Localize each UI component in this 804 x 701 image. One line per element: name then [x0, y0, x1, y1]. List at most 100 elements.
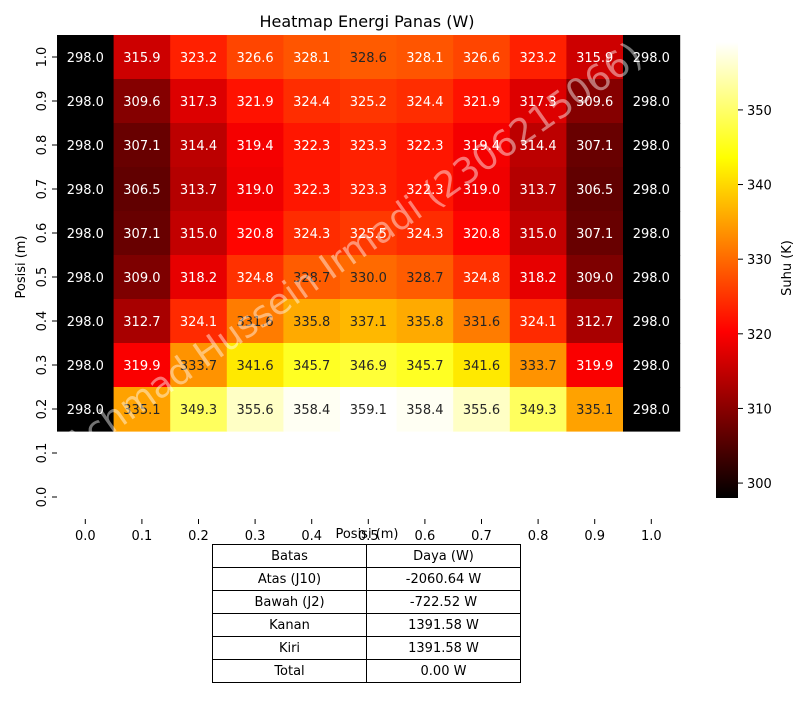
- table-header-cell: Daya (W): [366, 544, 521, 568]
- heatmap-cell: [57, 211, 115, 256]
- heatmap-cell: [283, 35, 341, 80]
- cell-value: 324.4: [406, 95, 443, 110]
- heatmap-cell: [623, 211, 681, 256]
- heatmap-cell: [453, 35, 511, 80]
- heatmap-cell: [453, 211, 511, 256]
- heatmap-cell: [113, 167, 171, 212]
- heatmap-cell: [623, 167, 681, 212]
- y-tick-label: 0.6: [35, 223, 50, 244]
- heatmap-cell: [396, 123, 454, 168]
- cell-value: 322.3: [406, 183, 443, 198]
- x-tick-label: 0.7: [471, 529, 492, 544]
- cell-value: 314.4: [519, 139, 556, 154]
- heatmap-cell: [57, 387, 115, 432]
- table-header-cell: Batas: [212, 544, 367, 568]
- cell-value: 324.8: [463, 271, 500, 286]
- cell-value: 349.3: [180, 403, 217, 418]
- heatmap-cell: [283, 343, 341, 388]
- heatmap-cell: [226, 299, 284, 344]
- cell-value: 315.9: [123, 51, 160, 66]
- x-tick-label: 0.6: [415, 529, 436, 544]
- cell-value: 307.1: [576, 139, 613, 154]
- heatmap-cell: [566, 123, 624, 168]
- heatmap-cell: [509, 123, 567, 168]
- cell-value: 298.0: [633, 139, 670, 154]
- heatmap-cell: [509, 167, 567, 212]
- cell-value: 341.6: [463, 359, 500, 374]
- cell-value: 317.3: [519, 95, 556, 110]
- cell-value: 319.4: [236, 139, 273, 154]
- cell-value: 309.0: [576, 271, 613, 286]
- heatmap-cell: [340, 299, 398, 344]
- colorbar-tick-label: 300: [747, 477, 772, 492]
- cell-value: 314.4: [180, 139, 217, 154]
- cell-value: 322.3: [293, 139, 330, 154]
- cell-value: 335.8: [406, 315, 443, 330]
- cell-value: 298.0: [67, 227, 104, 242]
- heatmap-cell: [170, 35, 228, 80]
- cell-value: 345.7: [293, 359, 330, 374]
- cell-value: 319.9: [576, 359, 613, 374]
- table-cell: Kiri: [212, 636, 367, 660]
- cell-value: 323.2: [519, 51, 556, 66]
- x-axis: 0.0 0.1 0.2 0.3 0.4 0.5 0.6 0.7 0.8 0.9 1.0: [75, 519, 662, 544]
- heatmap-cell: [453, 167, 511, 212]
- heatmap-cell: [623, 343, 681, 388]
- cell-value: 322.3: [406, 139, 443, 154]
- cell-value: 335.1: [576, 403, 613, 418]
- cell-value: 330.0: [350, 271, 387, 286]
- cell-value: 298.0: [67, 51, 104, 66]
- cell-value: 318.2: [180, 271, 217, 286]
- cell-value: 298.0: [633, 315, 670, 330]
- cell-value: 335.8: [293, 315, 330, 330]
- table-cell: -2060.64 W: [366, 567, 521, 591]
- x-tick-label: 0.5: [358, 529, 379, 544]
- heatmap-cell: [509, 211, 567, 256]
- heatmap-cell: [226, 35, 284, 80]
- cell-value: 298.0: [67, 95, 104, 110]
- x-tick-label: 0.3: [245, 529, 266, 544]
- x-axis-label: Posisi (m): [335, 527, 398, 542]
- heatmap-cell: [170, 387, 228, 432]
- cell-value: 309.6: [576, 95, 613, 110]
- heatmap-cell: [509, 79, 567, 124]
- heatmap-cell: [396, 35, 454, 80]
- cell-value: 333.7: [180, 359, 217, 374]
- cell-value: 313.7: [519, 183, 556, 198]
- cell-value: 319.0: [236, 183, 273, 198]
- heatmap-cell: [623, 79, 681, 124]
- cell-value: 312.7: [576, 315, 613, 330]
- heatmap-cell: [396, 387, 454, 432]
- heatmap-cell: [113, 255, 171, 300]
- colorbar-tick-label: 310: [747, 402, 772, 417]
- cell-value: 323.2: [180, 51, 217, 66]
- table-cell: Atas (J10): [212, 567, 367, 591]
- colorbar-tick-label: 320: [747, 328, 772, 343]
- heatmap-cells: 298.0 315.9 323.2 326.6 328.1 328.6 328.1 326.6…: [57, 35, 681, 432]
- y-axis-label: Posisi (m): [14, 235, 29, 298]
- cell-value: 328.7: [293, 271, 330, 286]
- heatmap-cell: [283, 387, 341, 432]
- colorbar-tick-label: 350: [747, 104, 772, 119]
- cell-value: 298.0: [633, 95, 670, 110]
- heatmap-cell: [453, 343, 511, 388]
- heatmap-cell: [566, 79, 624, 124]
- heatmap-cell: [170, 343, 228, 388]
- cell-value: 335.1: [123, 403, 160, 418]
- colorbar-tick-label: 330: [747, 253, 772, 268]
- table-row: Kanan 1391.58 W: [212, 613, 521, 637]
- heatmap-cell: [453, 299, 511, 344]
- cell-value: 298.0: [633, 183, 670, 198]
- heatmap-cell: [57, 35, 115, 80]
- cell-value: 355.6: [463, 403, 500, 418]
- heatmap-cell: [396, 79, 454, 124]
- x-tick-label: 0.9: [584, 529, 605, 544]
- cell-value: 328.1: [406, 51, 443, 66]
- y-tick-label: 0.1: [35, 443, 50, 464]
- cell-value: 319.4: [463, 139, 500, 154]
- table-cell: -722.52 W: [366, 590, 521, 614]
- cell-value: 317.3: [180, 95, 217, 110]
- heatmap-cell: [226, 387, 284, 432]
- y-tick-label: 0.7: [35, 179, 50, 200]
